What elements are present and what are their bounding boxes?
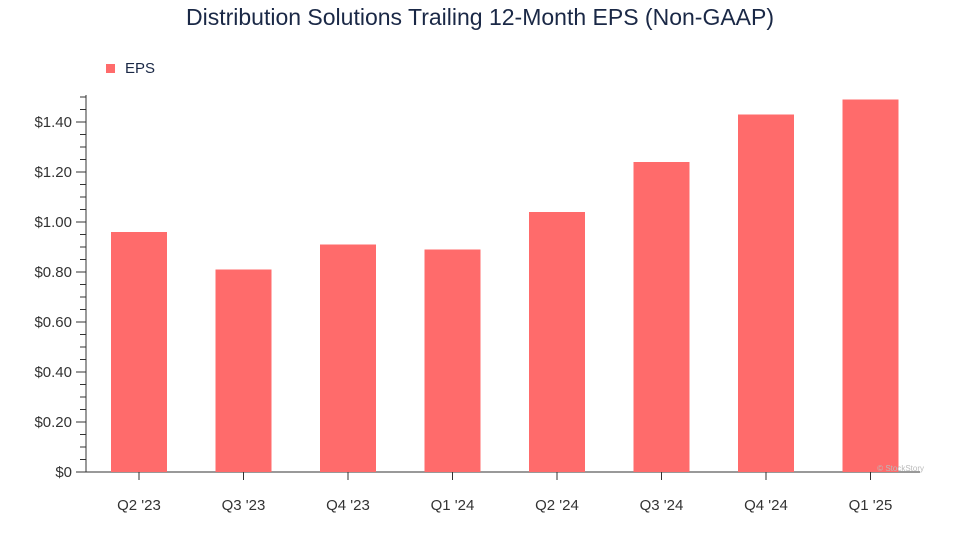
y-tick-label: $0.60 xyxy=(34,314,72,331)
x-tick-label: Q3 '24 xyxy=(640,497,684,514)
watermark: © StockStory xyxy=(877,464,924,473)
bar-q1-25 xyxy=(842,99,899,472)
y-tick-label: $1.20 xyxy=(34,164,72,181)
bar-q2-24 xyxy=(529,212,585,472)
x-tick-label: Q4 '24 xyxy=(744,497,788,514)
y-tick-label: $0.20 xyxy=(34,414,72,431)
y-tick-label: $0.40 xyxy=(34,364,72,381)
bar-q4-23 xyxy=(320,244,376,472)
bar-q3-24 xyxy=(633,162,690,472)
bar-q2-23 xyxy=(111,232,167,472)
legend-swatch-eps xyxy=(106,64,115,73)
y-tick-label: $1.00 xyxy=(34,214,72,231)
x-tick-label: Q3 '23 xyxy=(222,497,266,514)
y-tick-label: $1.40 xyxy=(34,114,72,131)
y-tick-label: $0.80 xyxy=(34,264,72,281)
x-tick-label: Q2 '24 xyxy=(535,497,579,514)
legend: EPS xyxy=(106,60,155,77)
y-tick-label: $0 xyxy=(55,464,72,481)
x-tick-label: Q1 '25 xyxy=(849,497,893,514)
bar-q3-23 xyxy=(215,269,272,472)
chart-title: Distribution Solutions Trailing 12-Month… xyxy=(185,4,775,30)
x-tick-label: Q1 '24 xyxy=(431,497,475,514)
legend-label-eps: EPS xyxy=(125,60,156,77)
x-tick-label: Q2 '23 xyxy=(117,497,161,514)
x-tick-label: Q4 '23 xyxy=(326,497,370,514)
bar-q4-24 xyxy=(738,114,794,472)
bar-q1-24 xyxy=(424,249,481,472)
